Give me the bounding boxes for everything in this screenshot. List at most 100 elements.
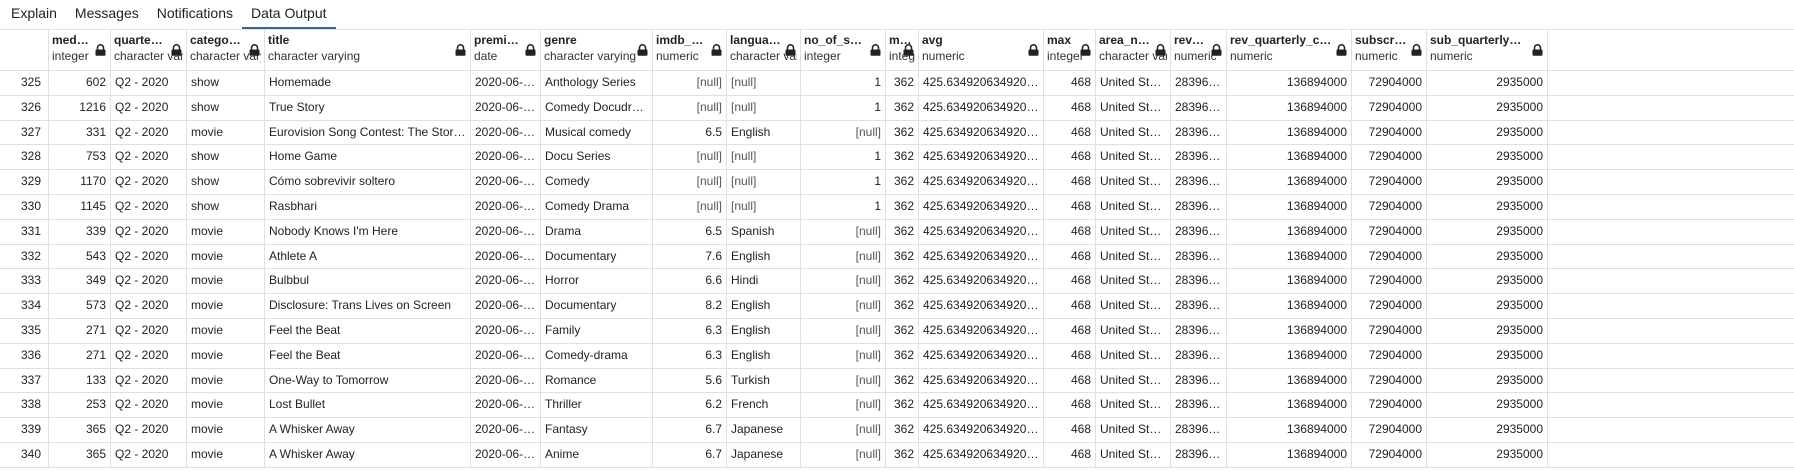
cell-sub-quarterly-change[interactable]: 2935000 xyxy=(1427,219,1548,244)
cell-premiere[interactable]: 2020-06-19 xyxy=(471,343,541,368)
cell-title[interactable]: True Story xyxy=(265,95,471,120)
cell-media-id[interactable]: 349 xyxy=(49,269,111,294)
cell-sub-quarterly-change[interactable]: 2935000 xyxy=(1427,194,1548,219)
cell-media-id[interactable]: 365 xyxy=(49,442,111,467)
cell-revenue[interactable]: 2839670000 xyxy=(1171,71,1227,95)
table-row[interactable]: 333 349 Q2 - 2020 movie Bulbbul 2020-06-24 Hor… xyxy=(0,269,1794,295)
cell-quarter-id[interactable]: Q2 - 2020 xyxy=(111,145,187,170)
cell-no-of-seasons[interactable]: [null] xyxy=(801,269,886,294)
row-number[interactable]: 336 xyxy=(0,343,49,368)
cell-area-name[interactable]: United States xyxy=(1096,170,1171,194)
cell-premiere[interactable]: 2020-06-18 xyxy=(471,418,541,442)
cell-media-id[interactable]: 602 xyxy=(49,71,111,95)
column-header-title[interactable]: title character varying xyxy=(265,30,471,70)
cell-revenue[interactable]: 2839670000 xyxy=(1171,194,1227,219)
cell-category-id[interactable]: movie xyxy=(187,343,265,368)
cell-min[interactable]: 362 xyxy=(886,418,919,442)
cell-media-id[interactable]: 133 xyxy=(49,368,111,393)
cell-imdb-score[interactable]: [null] xyxy=(653,71,727,95)
cell-title[interactable]: Homemade xyxy=(265,71,471,95)
cell-max[interactable]: 468 xyxy=(1044,170,1096,194)
cell-revenue[interactable]: 2839670000 xyxy=(1171,120,1227,145)
cell-sub-quarterly-change[interactable]: 2935000 xyxy=(1427,71,1548,95)
cell-avg[interactable]: 425.6349206349206349 xyxy=(919,194,1044,219)
cell-area-name[interactable]: United States xyxy=(1096,120,1171,145)
cell-title[interactable]: A Whisker Away xyxy=(265,442,471,467)
cell-title[interactable]: Nobody Knows I'm Here xyxy=(265,219,471,244)
cell-min[interactable]: 362 xyxy=(886,71,919,95)
cell-quarter-id[interactable]: Q2 - 2020 xyxy=(111,194,187,219)
cell-min[interactable]: 362 xyxy=(886,318,919,343)
cell-subscribers[interactable]: 72904000 xyxy=(1352,294,1427,318)
table-row[interactable]: 331 339 Q2 - 2020 movie Nobody Knows I'm Her… xyxy=(0,219,1794,245)
column-header-avg[interactable]: avg numeric xyxy=(919,30,1044,70)
cell-genre[interactable]: Musical comedy xyxy=(541,120,653,145)
cell-area-name[interactable]: United States xyxy=(1096,95,1171,120)
cell-imdb-score[interactable]: 6.7 xyxy=(653,418,727,442)
cell-min[interactable]: 362 xyxy=(886,368,919,393)
cell-revenue[interactable]: 2839670000 xyxy=(1171,269,1227,294)
cell-sub-quarterly-change[interactable]: 2935000 xyxy=(1427,318,1548,343)
cell-sub-quarterly-change[interactable]: 2935000 xyxy=(1427,294,1548,318)
cell-subscribers[interactable]: 72904000 xyxy=(1352,145,1427,170)
cell-category-id[interactable]: movie xyxy=(187,442,265,467)
cell-media-id[interactable]: 543 xyxy=(49,244,111,269)
cell-rev-quarterly-change[interactable]: 136894000 xyxy=(1227,393,1352,418)
cell-no-of-seasons[interactable]: [null] xyxy=(801,393,886,418)
cell-genre[interactable]: Documentary xyxy=(541,294,653,318)
cell-genre[interactable]: Comedy Docudrama xyxy=(541,95,653,120)
cell-language[interactable]: [null] xyxy=(727,145,801,170)
cell-area-name[interactable]: United States xyxy=(1096,145,1171,170)
cell-area-name[interactable]: United States xyxy=(1096,393,1171,418)
cell-max[interactable]: 468 xyxy=(1044,343,1096,368)
cell-media-id[interactable]: 573 xyxy=(49,294,111,318)
cell-category-id[interactable]: show xyxy=(187,170,265,194)
cell-max[interactable]: 468 xyxy=(1044,418,1096,442)
cell-premiere[interactable]: 2020-06-26 xyxy=(471,170,541,194)
tab-notifications[interactable]: Notifications xyxy=(156,5,233,21)
cell-sub-quarterly-change[interactable]: 2935000 xyxy=(1427,95,1548,120)
column-header-subscribers[interactable]: subscribers numeric xyxy=(1352,30,1427,70)
cell-min[interactable]: 362 xyxy=(886,269,919,294)
cell-premiere[interactable]: 2020-06-19 xyxy=(471,318,541,343)
cell-avg[interactable]: 425.6349206349206349 xyxy=(919,294,1044,318)
cell-avg[interactable]: 425.6349206349206349 xyxy=(919,120,1044,145)
cell-quarter-id[interactable]: Q2 - 2020 xyxy=(111,95,187,120)
cell-imdb-score[interactable]: 6.3 xyxy=(653,318,727,343)
cell-sub-quarterly-change[interactable]: 2935000 xyxy=(1427,393,1548,418)
cell-revenue[interactable]: 2839670000 xyxy=(1171,95,1227,120)
cell-no-of-seasons[interactable]: [null] xyxy=(801,318,886,343)
cell-quarter-id[interactable]: Q2 - 2020 xyxy=(111,294,187,318)
cell-avg[interactable]: 425.6349206349206349 xyxy=(919,145,1044,170)
cell-genre[interactable]: Anime xyxy=(541,442,653,467)
cell-media-id[interactable]: 339 xyxy=(49,219,111,244)
row-number[interactable]: 337 xyxy=(0,368,49,393)
cell-sub-quarterly-change[interactable]: 2935000 xyxy=(1427,170,1548,194)
cell-revenue[interactable]: 2839670000 xyxy=(1171,318,1227,343)
cell-max[interactable]: 468 xyxy=(1044,219,1096,244)
cell-max[interactable]: 468 xyxy=(1044,120,1096,145)
cell-category-id[interactable]: movie xyxy=(187,269,265,294)
row-number[interactable]: 329 xyxy=(0,170,49,194)
cell-min[interactable]: 362 xyxy=(886,145,919,170)
cell-imdb-score[interactable]: 6.6 xyxy=(653,269,727,294)
cell-language[interactable]: Turkish xyxy=(727,368,801,393)
cell-media-id[interactable]: 1145 xyxy=(49,194,111,219)
cell-subscribers[interactable]: 72904000 xyxy=(1352,368,1427,393)
table-row[interactable]: 325 602 Q2 - 2020 show Homemade 2020-06-30 Ant… xyxy=(0,71,1794,96)
cell-subscribers[interactable]: 72904000 xyxy=(1352,71,1427,95)
row-number[interactable]: 332 xyxy=(0,244,49,269)
row-number[interactable]: 339 xyxy=(0,418,49,442)
cell-no-of-seasons[interactable]: [null] xyxy=(801,294,886,318)
cell-imdb-score[interactable]: 5.6 xyxy=(653,368,727,393)
cell-area-name[interactable]: United States xyxy=(1096,368,1171,393)
cell-title[interactable]: Home Game xyxy=(265,145,471,170)
cell-media-id[interactable]: 1216 xyxy=(49,95,111,120)
row-number[interactable]: 333 xyxy=(0,269,49,294)
cell-quarter-id[interactable]: Q2 - 2020 xyxy=(111,343,187,368)
cell-revenue[interactable]: 2839670000 xyxy=(1171,170,1227,194)
row-number[interactable]: 338 xyxy=(0,393,49,418)
cell-no-of-seasons[interactable]: [null] xyxy=(801,442,886,467)
cell-rev-quarterly-change[interactable]: 136894000 xyxy=(1227,343,1352,368)
